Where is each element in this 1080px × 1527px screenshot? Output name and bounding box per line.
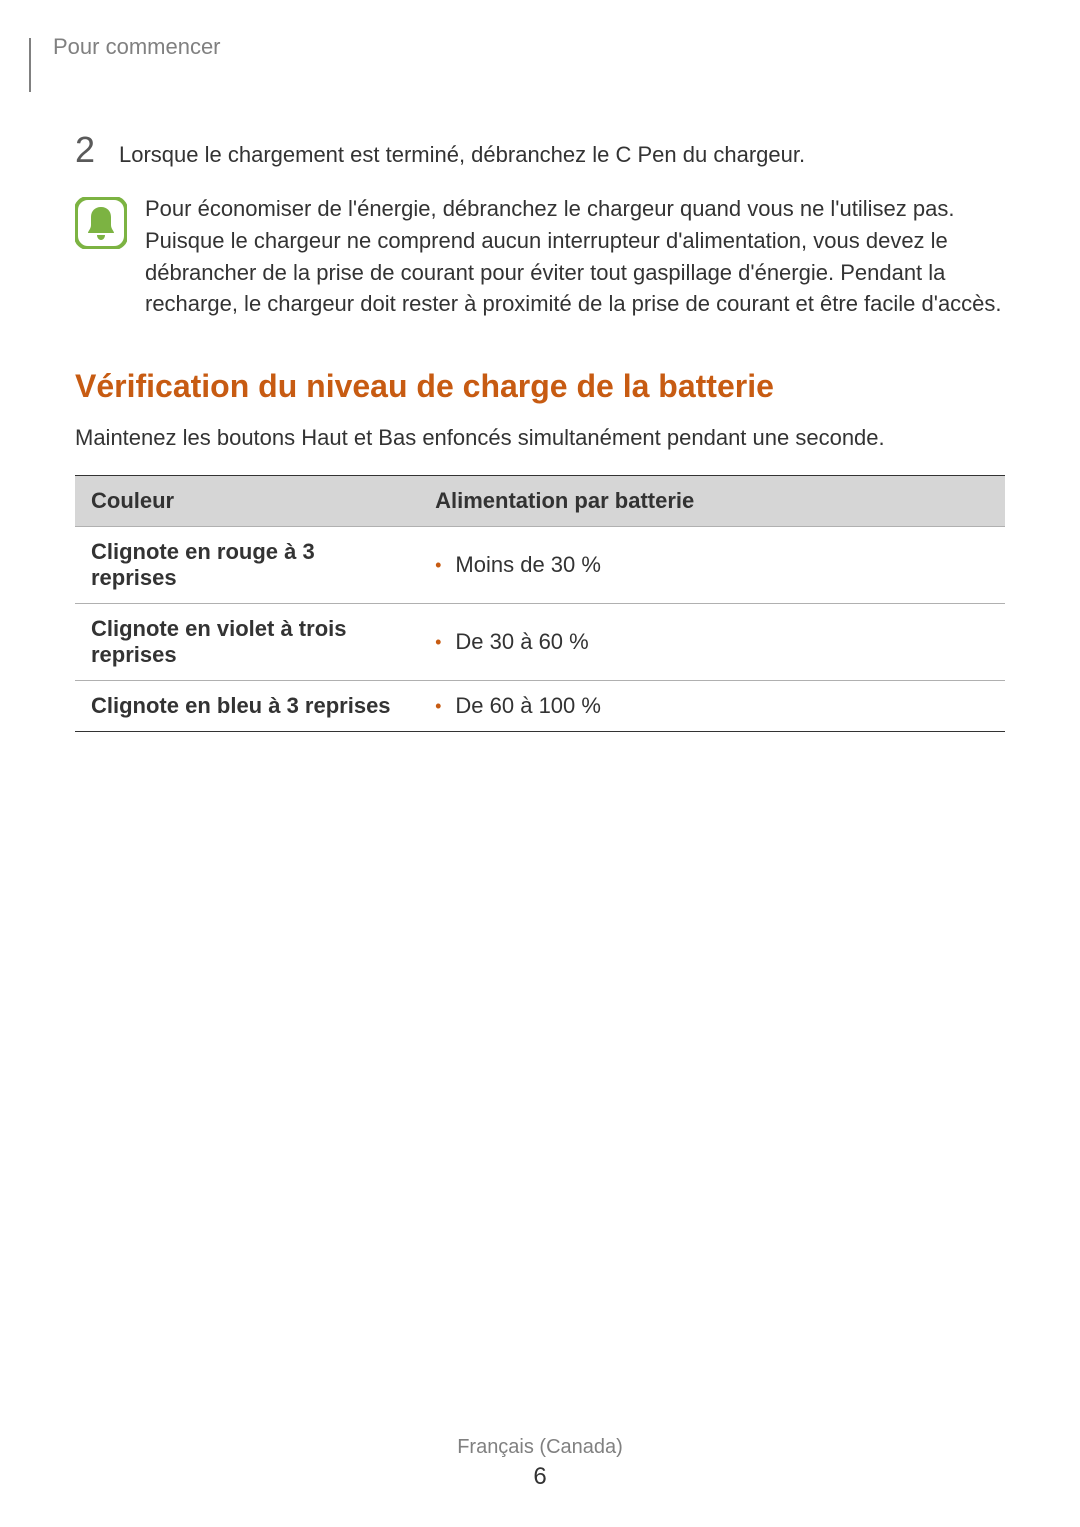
page-footer: Français (Canada) 6	[0, 1436, 1080, 1491]
bullet-icon: •	[435, 697, 441, 715]
cell-color: Clignote en bleu à 3 reprises	[75, 681, 419, 732]
cell-level: • De 30 à 60 %	[419, 604, 1005, 681]
cell-level: • Moins de 30 %	[419, 527, 1005, 604]
note-callout: Pour économiser de l'énergie, débranchez…	[75, 193, 1005, 321]
section-intro: Maintenez les boutons Haut et Bas enfonc…	[75, 425, 1005, 451]
footer-page-number: 6	[0, 1463, 1080, 1491]
battery-level-table: Couleur Alimentation par batterie Cligno…	[75, 475, 1005, 732]
step-text: Lorsque le chargement est terminé, débra…	[119, 140, 805, 171]
cell-level: • De 60 à 100 %	[419, 681, 1005, 732]
cell-level-text: De 60 à 100 %	[455, 693, 601, 719]
cell-level-text: De 30 à 60 %	[455, 629, 588, 655]
bullet-icon: •	[435, 556, 441, 574]
table-row: Clignote en bleu à 3 reprises • De 60 à …	[75, 681, 1005, 732]
section-title: Vérification du niveau de charge de la b…	[75, 368, 1005, 405]
cell-level-text: Moins de 30 %	[455, 552, 601, 578]
table-row: Clignote en violet à trois reprises • De…	[75, 604, 1005, 681]
table-header-level: Alimentation par batterie	[419, 476, 1005, 527]
cell-color: Clignote en violet à trois reprises	[75, 604, 419, 681]
note-text: Pour économiser de l'énergie, débranchez…	[145, 193, 1005, 321]
table-row: Clignote en rouge à 3 reprises • Moins d…	[75, 527, 1005, 604]
bell-icon	[75, 197, 127, 249]
step-number: 2	[75, 132, 99, 168]
breadcrumb-title: Pour commencer	[53, 34, 221, 60]
section-header: Pour commencer	[29, 38, 1005, 92]
cell-color: Clignote en rouge à 3 reprises	[75, 527, 419, 604]
step-item: 2 Lorsque le chargement est terminé, déb…	[75, 140, 1005, 171]
bullet-icon: •	[435, 633, 441, 651]
table-header-color: Couleur	[75, 476, 419, 527]
footer-language: Français (Canada)	[0, 1436, 1080, 1459]
